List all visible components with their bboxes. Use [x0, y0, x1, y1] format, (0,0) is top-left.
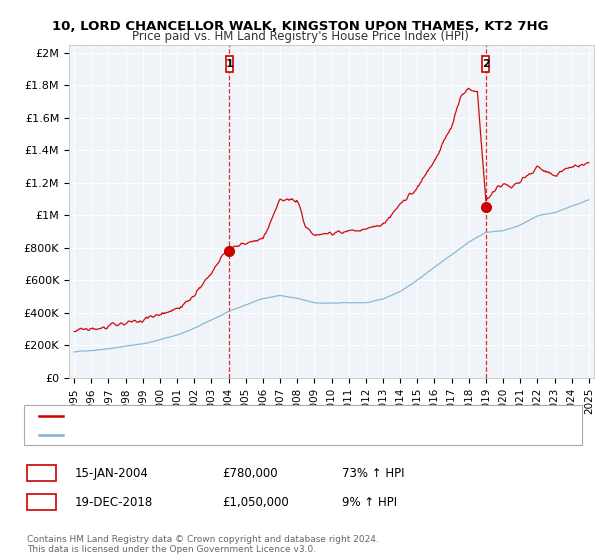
- FancyBboxPatch shape: [226, 56, 233, 72]
- Text: £1,050,000: £1,050,000: [222, 496, 289, 509]
- Text: HPI: Average price, detached house, Kingston upon Thames: HPI: Average price, detached house, King…: [69, 430, 382, 440]
- Text: £780,000: £780,000: [222, 466, 278, 480]
- Text: 2: 2: [482, 59, 490, 69]
- Text: 10, LORD CHANCELLOR WALK, KINGSTON UPON THAMES, KT2 7HG (detached house): 10, LORD CHANCELLOR WALK, KINGSTON UPON …: [69, 411, 510, 421]
- Text: Price paid vs. HM Land Registry's House Price Index (HPI): Price paid vs. HM Land Registry's House …: [131, 30, 469, 43]
- FancyBboxPatch shape: [482, 56, 490, 72]
- Text: 73% ↑ HPI: 73% ↑ HPI: [342, 466, 404, 480]
- Text: 9% ↑ HPI: 9% ↑ HPI: [342, 496, 397, 509]
- Text: 1: 1: [226, 59, 233, 69]
- Text: 10, LORD CHANCELLOR WALK, KINGSTON UPON THAMES, KT2 7HG: 10, LORD CHANCELLOR WALK, KINGSTON UPON …: [52, 20, 548, 32]
- Text: 2: 2: [37, 496, 46, 509]
- Text: 19-DEC-2018: 19-DEC-2018: [75, 496, 153, 509]
- Text: Contains HM Land Registry data © Crown copyright and database right 2024.
This d: Contains HM Land Registry data © Crown c…: [27, 535, 379, 554]
- Text: 1: 1: [37, 466, 46, 480]
- Text: 15-JAN-2004: 15-JAN-2004: [75, 466, 149, 480]
